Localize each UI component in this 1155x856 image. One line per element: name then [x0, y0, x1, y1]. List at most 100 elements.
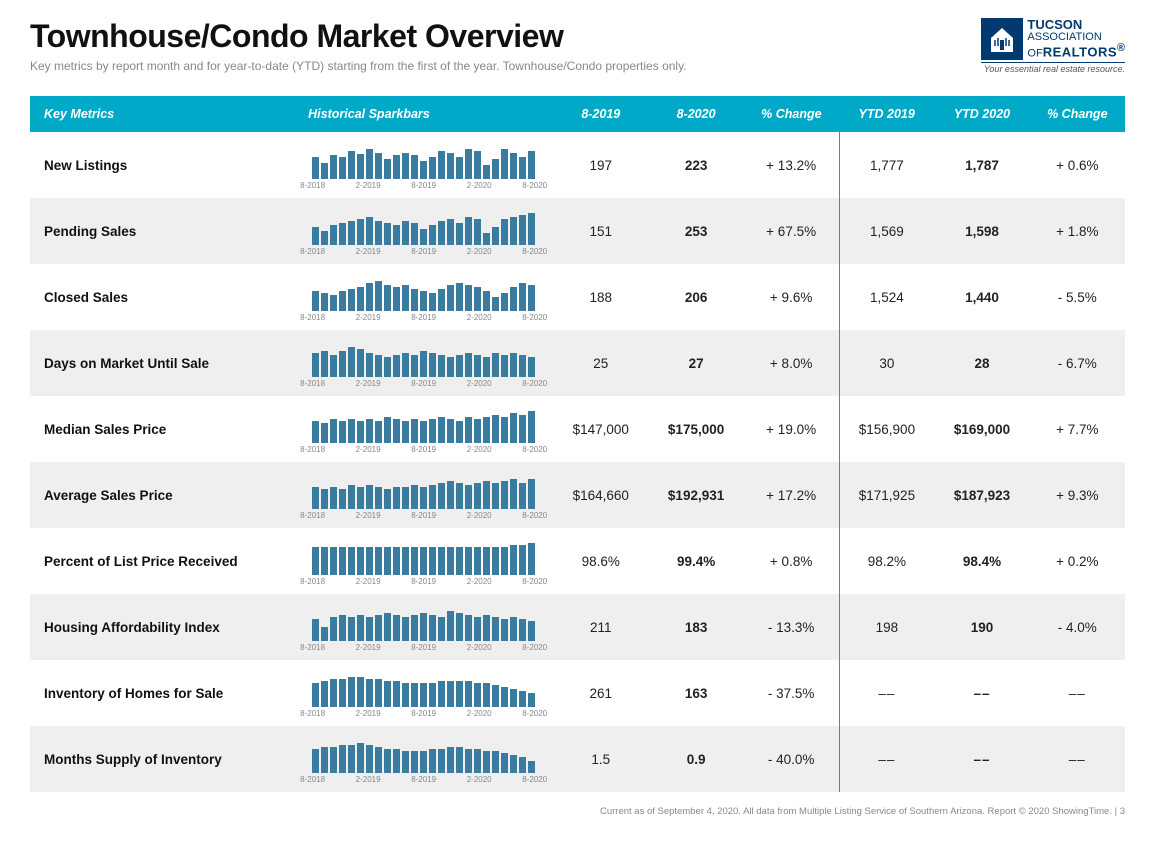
spark-bar [510, 689, 517, 707]
spark-bar [402, 285, 409, 311]
spark-bar [429, 615, 436, 641]
spark-bar [339, 615, 346, 641]
spark-bar [366, 353, 373, 377]
spark-axis-label: 8-2020 [522, 247, 547, 256]
spark-axis-label: 8-2018 [300, 709, 325, 718]
sparkbars [298, 541, 549, 575]
logo-icon [981, 18, 1023, 60]
spark-bar [456, 681, 463, 707]
title-block: Townhouse/Condo Market Overview Key metr… [30, 18, 981, 73]
value-cell: + 8.0% [744, 330, 839, 396]
sparkbars [298, 673, 549, 707]
spark-bar [519, 355, 526, 377]
spark-bar [330, 419, 337, 443]
spark-bar [321, 231, 328, 245]
spark-bar [528, 479, 535, 509]
spark-bar [384, 613, 391, 641]
spark-bar [420, 291, 427, 311]
spark-axis-label: 8-2019 [411, 379, 436, 388]
spark-bar [420, 161, 427, 179]
spark-bar [465, 217, 472, 245]
spark-bar [528, 543, 535, 575]
spark-bar [411, 419, 418, 443]
spark-bar [393, 749, 400, 773]
value-cell: $171,925 [839, 462, 934, 528]
spark-axis-label: 8-2020 [522, 775, 547, 784]
value-cell: + 0.2% [1030, 528, 1125, 594]
spark-bar [402, 617, 409, 641]
metric-name: Pending Sales [30, 198, 294, 264]
spark-bar [348, 745, 355, 773]
spark-axis-label: 8-2018 [300, 313, 325, 322]
sparkbar-cell: 8-20182-20198-20192-20208-2020 [294, 462, 553, 528]
sparkbars [298, 739, 549, 773]
col-month-2019: 8-2019 [553, 96, 648, 132]
spark-bar [348, 617, 355, 641]
spark-bar [330, 617, 337, 641]
spark-bar [528, 285, 535, 311]
spark-bar [465, 615, 472, 641]
spark-bar [447, 285, 454, 311]
spark-bar [357, 349, 364, 377]
spark-bar [357, 287, 364, 311]
spark-bar [429, 749, 436, 773]
spark-axis-labels: 8-20182-20198-20192-20208-2020 [298, 247, 549, 256]
spark-bar [411, 289, 418, 311]
spark-axis-label: 2-2020 [467, 511, 492, 520]
metric-name: Median Sales Price [30, 396, 294, 462]
spark-axis-label: 8-2019 [411, 775, 436, 784]
spark-bar [366, 149, 373, 179]
spark-bar [438, 417, 445, 443]
spark-bar [528, 357, 535, 377]
spark-axis-label: 2-2020 [467, 181, 492, 190]
spark-bar [312, 487, 319, 509]
table-body: New Listings8-20182-20198-20192-20208-20… [30, 132, 1125, 792]
spark-bar [411, 155, 418, 179]
spark-bar [339, 223, 346, 245]
spark-bar [321, 681, 328, 707]
spark-bar [420, 547, 427, 575]
spark-bar [312, 227, 319, 245]
value-cell: - 5.5% [1030, 264, 1125, 330]
spark-bar [483, 165, 490, 179]
logo-reg: ® [1117, 42, 1125, 54]
spark-bar [492, 617, 499, 641]
spark-bar [357, 547, 364, 575]
spark-bar [384, 357, 391, 377]
spark-bar [474, 683, 481, 707]
spark-axis-label: 8-2020 [522, 709, 547, 718]
sparkbar-cell: 8-20182-20198-20192-20208-2020 [294, 660, 553, 726]
spark-bar [465, 749, 472, 773]
spark-axis-label: 2-2019 [356, 445, 381, 454]
spark-bar [411, 683, 418, 707]
spark-bar [411, 223, 418, 245]
spark-bar [321, 423, 328, 443]
spark-bar [492, 353, 499, 377]
spark-bar [393, 155, 400, 179]
spark-bar [393, 681, 400, 707]
spark-bar [357, 615, 364, 641]
spark-bar [492, 751, 499, 773]
spark-bar [474, 219, 481, 245]
spark-bar [492, 685, 499, 707]
value-cell: –– [934, 726, 1029, 792]
spark-bar [519, 415, 526, 443]
spark-bar [483, 291, 490, 311]
table-row: Average Sales Price8-20182-20198-20192-2… [30, 462, 1125, 528]
spark-bar [375, 679, 382, 707]
spark-bar [474, 151, 481, 179]
spark-axis-label: 2-2020 [467, 577, 492, 586]
spark-bar [465, 417, 472, 443]
spark-bar [357, 421, 364, 443]
spark-bar [483, 481, 490, 509]
spark-axis-labels: 8-20182-20198-20192-20208-2020 [298, 445, 549, 454]
spark-axis-label: 2-2020 [467, 379, 492, 388]
spark-bar [519, 757, 526, 773]
spark-bar [438, 617, 445, 641]
spark-bar [357, 219, 364, 245]
spark-bar [501, 753, 508, 773]
spark-bar [420, 421, 427, 443]
spark-bar [357, 677, 364, 707]
spark-bar [501, 355, 508, 377]
spark-bar [339, 489, 346, 509]
